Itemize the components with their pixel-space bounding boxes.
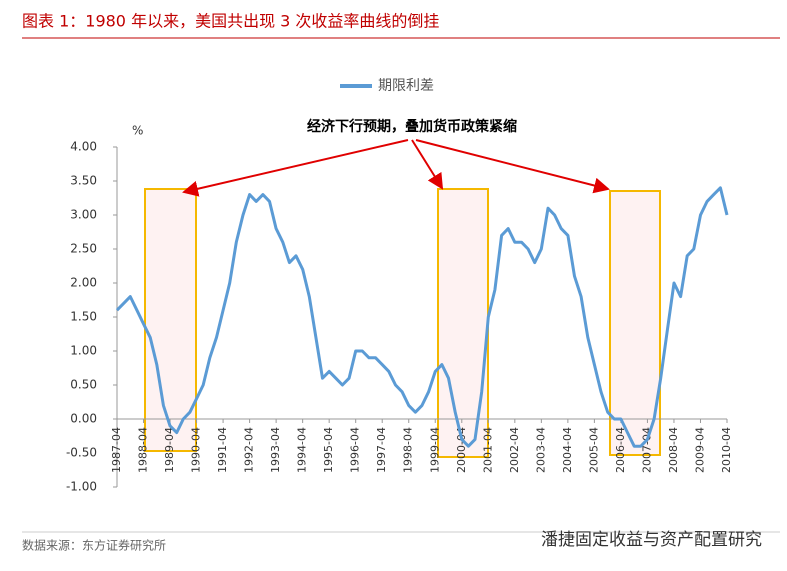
arrow — [182, 139, 409, 197]
y-tick-label: 4.00 — [70, 140, 97, 154]
y-tick-label: 0.50 — [70, 378, 97, 392]
y-tick-label: 3.00 — [70, 208, 97, 222]
x-tick-label: 1997-04 — [375, 427, 388, 473]
watermark: 潘捷固定收益与资产配置研究 — [541, 530, 762, 550]
x-tick-label: 2006-04 — [614, 427, 627, 473]
chart-title: 图表 1：1980 年以来，美国共出现 3 次收益率曲线的倒挂 — [22, 12, 439, 31]
x-tick-label: 1990-04 — [190, 427, 203, 473]
line-series — [115, 186, 729, 448]
arrow — [415, 139, 610, 194]
x-tick-label: 1998-04 — [402, 427, 415, 473]
x-tick-label: 2009-04 — [693, 427, 706, 473]
x-tick-label: 2001-04 — [481, 427, 494, 473]
x-tick-label: 2002-04 — [508, 427, 521, 473]
y-tick-label: 2.50 — [70, 242, 97, 256]
x-tick-label: 2008-04 — [667, 427, 680, 473]
x-tick-label: 2007-04 — [640, 427, 653, 473]
source: 数据来源：东方证券研究所 — [22, 538, 166, 553]
x-tick-label: 1994-04 — [296, 427, 309, 473]
y-tick-label: 2.00 — [70, 276, 97, 290]
x-tick-label: 2003-04 — [534, 427, 547, 473]
y-tick-label: -0.50 — [66, 446, 97, 460]
y-tick-label: 3.50 — [70, 174, 97, 188]
y-tick-label: 1.00 — [70, 344, 97, 358]
y-tick-label: -1.00 — [66, 480, 97, 494]
x-tick-label: 2000-04 — [455, 427, 468, 473]
x-tick-label: 2010-04 — [720, 427, 733, 473]
legend-label: 期限利差 — [378, 78, 434, 94]
x-tick-label: 1993-04 — [269, 427, 282, 473]
highlight-boxes — [144, 188, 661, 458]
inversion-box — [437, 188, 489, 458]
x-tick-label: 1996-04 — [349, 427, 362, 473]
x-tick-label: 1991-04 — [216, 427, 229, 473]
x-tick-label: 1988-04 — [137, 427, 150, 473]
y-tick-label: 0.00 — [70, 412, 97, 426]
y-axis-label: % — [132, 124, 143, 138]
x-tick-label: 1989-04 — [163, 427, 176, 473]
arrow — [411, 139, 444, 190]
inversion-box — [144, 188, 197, 452]
x-tick-label: 1995-04 — [322, 427, 335, 473]
x-tick-label: 1999-04 — [428, 427, 441, 473]
y-tick-label: 1.50 — [70, 310, 97, 324]
inversion-box — [609, 190, 661, 456]
x-tick-label: 1992-04 — [243, 427, 256, 473]
annotation: 经济下行预期，叠加货币政策紧缩 — [307, 118, 517, 135]
x-tick-label: 2005-04 — [587, 427, 600, 473]
arrows — [182, 139, 610, 197]
x-tick-label: 1987-04 — [110, 427, 123, 473]
x-tick-label: 2004-04 — [561, 427, 574, 473]
